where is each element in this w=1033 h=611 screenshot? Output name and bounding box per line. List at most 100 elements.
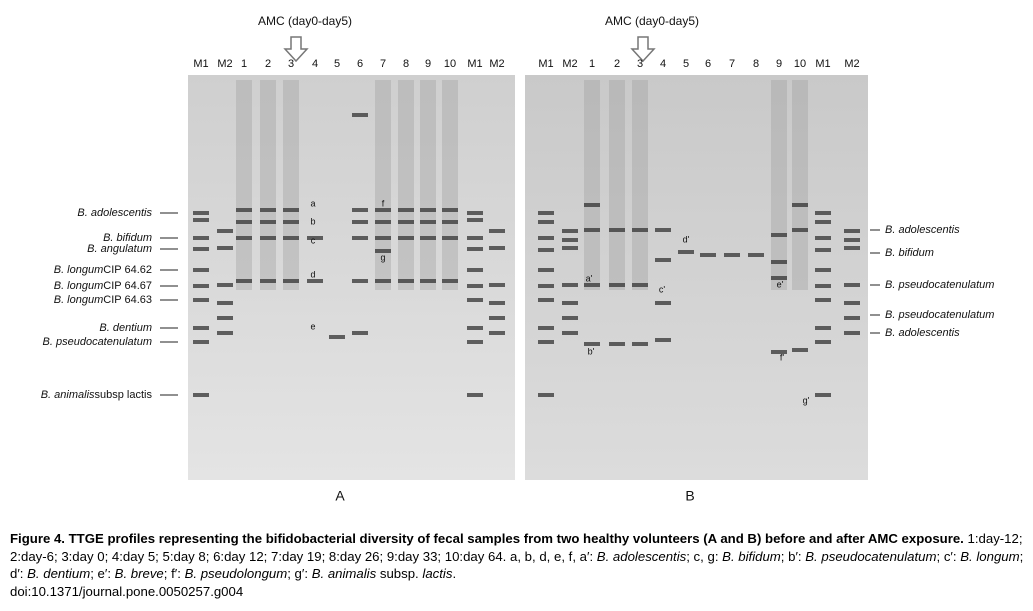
gel-band: [584, 283, 600, 287]
gel-band: [792, 228, 808, 232]
side-label: B. bifidum: [103, 232, 152, 244]
lane-smear: [398, 80, 414, 290]
gel-band: [489, 229, 505, 233]
gel-band: [815, 340, 831, 344]
gel-band: [375, 236, 391, 240]
gel-band: [844, 301, 860, 305]
gel-band: [815, 220, 831, 224]
gel-band: [420, 220, 436, 224]
gel-band: [632, 283, 648, 287]
gel-band: [467, 284, 483, 288]
gel-band: [655, 338, 671, 342]
amc-label: AMC (day0-day5): [258, 14, 352, 28]
gel-band: [632, 342, 648, 346]
band-letter: b': [588, 346, 595, 356]
gel-band: [609, 228, 625, 232]
band-letter: d: [310, 269, 315, 279]
band-letter: f': [780, 352, 785, 362]
gel-band: [815, 268, 831, 272]
lane-label: 1: [241, 58, 247, 70]
gel-band: [792, 348, 808, 352]
gel-band: [217, 316, 233, 320]
caption-text: B. breve: [114, 566, 164, 581]
gel-band: [193, 268, 209, 272]
amc-arrow: [630, 36, 656, 63]
gel-band: [748, 253, 764, 257]
gel-band: [538, 248, 554, 252]
gel-band: [655, 258, 671, 262]
caption-text: B. adolescentis: [596, 548, 687, 564]
lane-label: 3: [637, 58, 643, 70]
gel-band: [538, 236, 554, 240]
gel-band: [442, 208, 458, 212]
side-label: B. pseudocatenulatum: [885, 309, 994, 321]
gel-band: [260, 279, 276, 283]
gel-band: [193, 236, 209, 240]
gel-band: [655, 228, 671, 232]
lane-label: 1: [589, 58, 595, 70]
gel-band: [815, 248, 831, 252]
band-letter: c: [311, 235, 316, 245]
caption-text: ; e′:: [90, 566, 115, 581]
gel-band: [352, 220, 368, 224]
gel-band: [283, 208, 299, 212]
gel-band: [562, 316, 578, 320]
side-label: B. longumCIP 64.63: [54, 294, 152, 306]
gel-band: [771, 233, 787, 237]
caption-text: ; f′:: [163, 566, 185, 581]
gel-band: [489, 301, 505, 305]
side-label: B. longumCIP 64.62: [54, 264, 152, 276]
amc-arrow: [283, 36, 309, 63]
band-letter: b: [310, 216, 315, 226]
gel-band: [193, 247, 209, 251]
caption-text: .: [452, 566, 457, 581]
band-letter: c': [659, 284, 666, 294]
gel-band: [442, 220, 458, 224]
caption-text: B. pseudolongum: [184, 566, 288, 581]
caption-text: B. bifidum: [722, 548, 781, 564]
gel-band: [844, 229, 860, 233]
gel-band: [467, 236, 483, 240]
gel-band: [283, 220, 299, 224]
gel-band: [420, 208, 436, 212]
lane-label: 5: [334, 58, 340, 70]
gel-band: [217, 283, 233, 287]
band-letter: a: [310, 198, 315, 208]
lane-smear: [632, 80, 648, 290]
lane-label: 3: [288, 58, 294, 70]
gel-band: [467, 298, 483, 302]
gel-band: [260, 220, 276, 224]
caption-text: B. dentium: [27, 566, 91, 581]
gel-band: [844, 316, 860, 320]
gel-band: [467, 218, 483, 222]
lane-label: 10: [794, 58, 806, 70]
lane-smear: [609, 80, 625, 290]
side-label: B. angulatum: [87, 243, 152, 255]
gel-band: [562, 301, 578, 305]
side-label: B. adolescentis: [77, 207, 152, 219]
caption-text: subsp.: [376, 566, 423, 581]
gel-band: [193, 218, 209, 222]
lane-label: 8: [403, 58, 409, 70]
gel-band: [375, 208, 391, 212]
lane-label: 9: [425, 58, 431, 70]
gel-band: [193, 284, 209, 288]
species-name: B. bifidum: [885, 247, 934, 259]
strain-name: CIP 64.67: [103, 280, 152, 292]
doi: doi:10.1371/journal.pone.0050257.g004: [10, 583, 244, 599]
gel-band: [193, 211, 209, 215]
panel-letter: B: [685, 488, 694, 504]
lane-label: 7: [380, 58, 386, 70]
gel-band: [467, 340, 483, 344]
gel-band: [584, 203, 600, 207]
caption-text: B. animalis: [311, 566, 377, 581]
gel-a: [188, 75, 515, 480]
gel-band: [236, 208, 252, 212]
caption-text: ; c, g:: [686, 548, 723, 564]
gel-band: [193, 298, 209, 302]
lane-label: M2: [844, 58, 859, 70]
gel-band: [398, 236, 414, 240]
species-name: B. adolescentis: [885, 224, 960, 236]
caption-text: B. longum: [960, 548, 1020, 564]
gel-band: [283, 236, 299, 240]
